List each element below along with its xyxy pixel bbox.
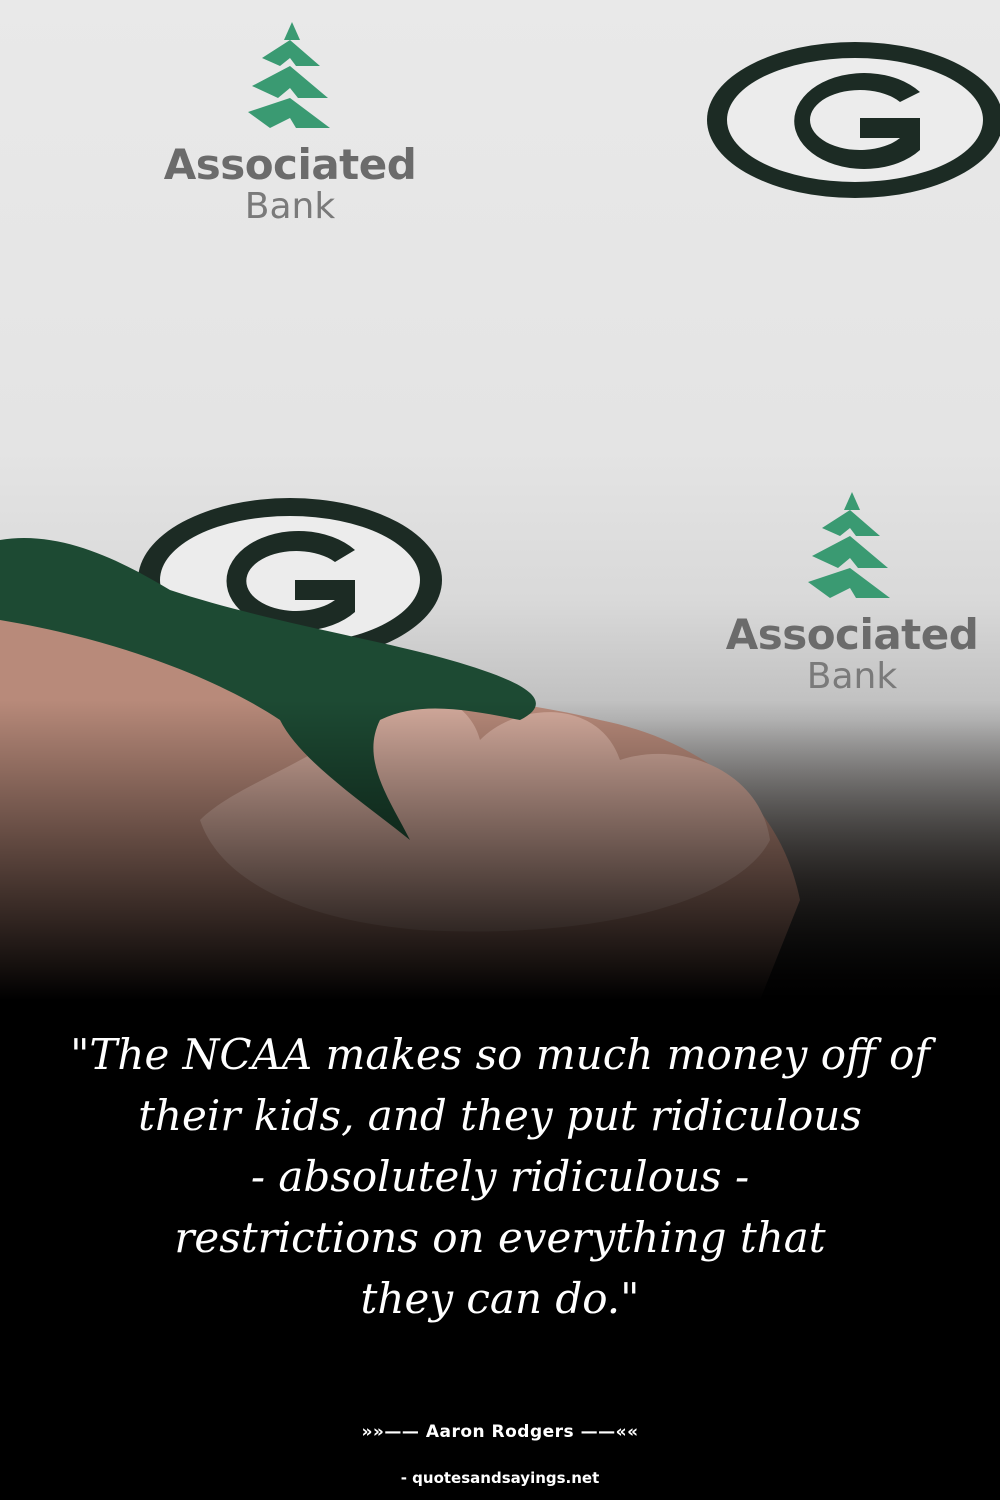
photo-scene — [0, 22, 1000, 1000]
packers-logo-icon — [707, 42, 1000, 198]
quote-author: »»—— Aaron Rodgers ——«« — [361, 1422, 639, 1442]
quote-text: "The NCAA makes so much money off of the… — [40, 1024, 960, 1329]
site-credit: - quotesandsayings.net — [400, 1469, 600, 1487]
green-sleeve-shape — [0, 538, 536, 840]
bank-logo-text: Associated Bank — [722, 610, 982, 695]
quote-line: - absolutely ridiculous - — [250, 1152, 750, 1201]
background-photo: Associated Bank Associated Bank — [0, 0, 1000, 1000]
bank-logo-subname: Bank — [244, 186, 336, 227]
quote-line: "The NCAA makes so much money off of — [70, 1030, 930, 1079]
bank-tree-icon — [248, 22, 330, 128]
quote-line: they can do." — [360, 1274, 640, 1323]
bank-tree-icon — [808, 492, 890, 598]
quote-line: their kids, and they put ridiculous — [138, 1091, 862, 1140]
bank-logo-name: Associated — [725, 610, 979, 659]
bank-logo-name: Associated — [163, 140, 417, 189]
bank-logo-subname: Bank — [806, 656, 898, 697]
quote-line: restrictions on everything that — [174, 1213, 826, 1262]
bank-logo-text: Associated Bank — [160, 140, 420, 225]
